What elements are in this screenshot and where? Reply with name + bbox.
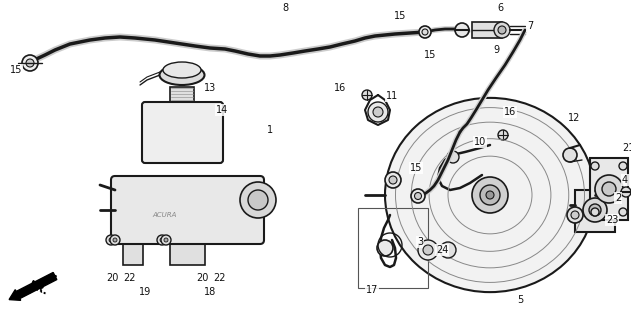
Circle shape: [109, 238, 113, 242]
Circle shape: [368, 102, 388, 122]
Circle shape: [591, 162, 599, 170]
Text: 22: 22: [214, 273, 227, 283]
Bar: [170, 235, 205, 265]
Circle shape: [160, 238, 164, 242]
Circle shape: [567, 207, 583, 223]
Text: 21: 21: [622, 143, 631, 153]
Circle shape: [22, 55, 38, 71]
Circle shape: [389, 176, 397, 184]
Bar: [590, 158, 628, 220]
Text: 2: 2: [615, 193, 621, 203]
Bar: [472, 22, 502, 38]
Text: FR.: FR.: [27, 279, 49, 297]
Text: 8: 8: [282, 3, 288, 13]
Bar: [123, 235, 143, 265]
Text: 20: 20: [106, 273, 118, 283]
Ellipse shape: [385, 98, 595, 292]
Circle shape: [419, 26, 431, 38]
Circle shape: [113, 238, 117, 242]
Text: 15: 15: [410, 163, 422, 173]
Bar: [358, 208, 428, 288]
Text: 15: 15: [394, 11, 406, 21]
Circle shape: [498, 130, 508, 140]
Circle shape: [422, 29, 428, 35]
FancyBboxPatch shape: [142, 102, 223, 163]
Circle shape: [106, 235, 116, 245]
Text: 14: 14: [216, 105, 228, 115]
Ellipse shape: [163, 62, 201, 78]
Circle shape: [26, 59, 34, 67]
Circle shape: [486, 191, 494, 199]
FancyBboxPatch shape: [111, 176, 264, 244]
Text: 7: 7: [527, 21, 533, 31]
Text: 4: 4: [622, 175, 628, 185]
Bar: [575, 190, 615, 232]
Text: 11: 11: [386, 91, 398, 101]
Circle shape: [619, 162, 627, 170]
Circle shape: [161, 235, 171, 245]
Circle shape: [563, 148, 577, 162]
Text: 15: 15: [10, 65, 22, 75]
Text: 10: 10: [474, 137, 486, 147]
Text: 23: 23: [606, 215, 618, 225]
Circle shape: [583, 198, 607, 222]
Circle shape: [240, 182, 276, 218]
Circle shape: [423, 245, 433, 255]
FancyArrow shape: [9, 272, 57, 300]
Circle shape: [498, 26, 506, 34]
Text: 22: 22: [124, 273, 136, 283]
Circle shape: [157, 235, 167, 245]
Circle shape: [415, 193, 422, 199]
Circle shape: [411, 189, 425, 203]
Text: 13: 13: [204, 83, 216, 93]
Circle shape: [621, 187, 631, 197]
Ellipse shape: [160, 65, 204, 85]
Circle shape: [110, 235, 120, 245]
Circle shape: [248, 190, 268, 210]
Circle shape: [591, 208, 599, 216]
Text: 24: 24: [436, 245, 448, 255]
Text: 5: 5: [517, 295, 523, 305]
Bar: [170, 87, 194, 103]
Circle shape: [418, 240, 438, 260]
Text: 1: 1: [267, 125, 273, 135]
Text: 6: 6: [497, 3, 503, 13]
Text: 16: 16: [334, 83, 346, 93]
Circle shape: [595, 175, 623, 203]
Circle shape: [385, 172, 401, 188]
Circle shape: [619, 208, 627, 216]
Circle shape: [440, 242, 456, 258]
Text: 19: 19: [139, 287, 151, 297]
Text: 16: 16: [504, 107, 516, 117]
Text: 20: 20: [196, 273, 208, 283]
Circle shape: [571, 211, 579, 219]
Circle shape: [447, 151, 459, 163]
Text: ACURA: ACURA: [153, 212, 177, 218]
Circle shape: [472, 177, 508, 213]
Circle shape: [589, 204, 601, 216]
Text: 15: 15: [424, 50, 436, 60]
Circle shape: [494, 22, 510, 38]
Circle shape: [373, 107, 383, 117]
Circle shape: [455, 23, 469, 37]
Text: 9: 9: [493, 45, 499, 55]
Text: 12: 12: [568, 113, 580, 123]
Text: 17: 17: [366, 285, 378, 295]
Text: 3: 3: [417, 237, 423, 247]
Circle shape: [480, 185, 500, 205]
Circle shape: [377, 240, 393, 256]
Circle shape: [164, 238, 168, 242]
Circle shape: [602, 182, 616, 196]
Circle shape: [362, 90, 372, 100]
Text: 18: 18: [204, 287, 216, 297]
